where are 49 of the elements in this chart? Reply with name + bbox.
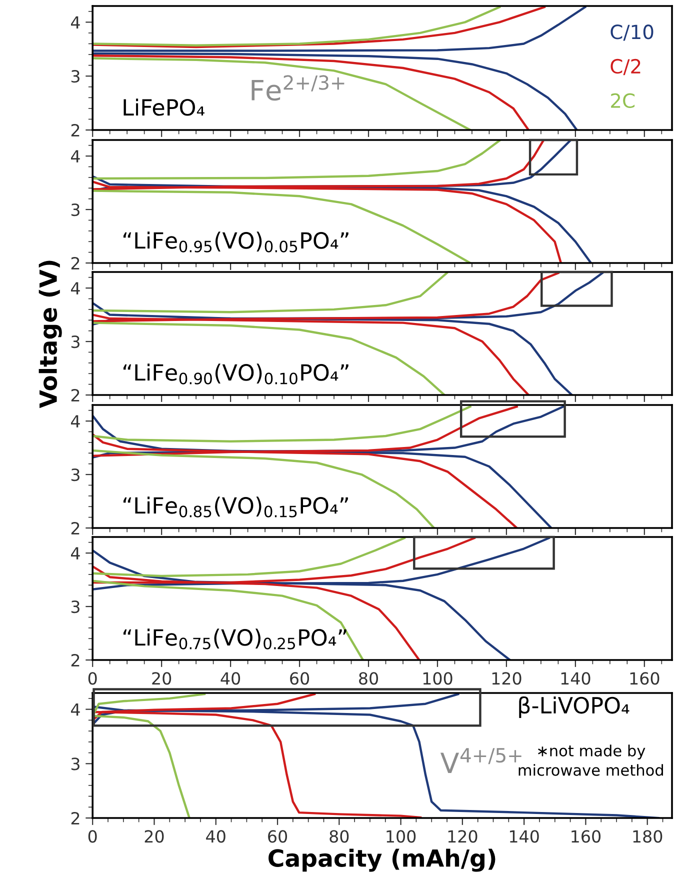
y-tick-label: 2 bbox=[71, 256, 80, 270]
x-tick-label: 60 bbox=[268, 830, 288, 843]
x-tick-label: 180 bbox=[633, 830, 662, 843]
x-tick-label: 120 bbox=[448, 830, 478, 843]
x-tick-label: 100 bbox=[423, 672, 452, 685]
y-tick-label: 4 bbox=[71, 282, 80, 294]
x-tick-label: 20 bbox=[144, 830, 164, 843]
x-tick-label: 0 bbox=[88, 672, 97, 685]
y-tick-label: 2 bbox=[71, 124, 80, 136]
y-axis-title: Voltage (V) bbox=[38, 260, 62, 408]
x-tick-label: 40 bbox=[206, 830, 226, 843]
x-tick-label: 120 bbox=[492, 672, 522, 685]
y-tick-label: 2 bbox=[71, 388, 80, 402]
y-tick-label: 4 bbox=[71, 703, 80, 716]
x-tick-label: 80 bbox=[330, 830, 349, 843]
text: 2C bbox=[611, 93, 635, 108]
x-tick-label: 20 bbox=[152, 672, 172, 685]
x-tick-label: 160 bbox=[630, 672, 660, 685]
y-tick-label: 2 bbox=[71, 812, 80, 824]
text: “LiFe$_{0.75}$(VO)$_{0.25}$PO₄” bbox=[123, 628, 346, 650]
text: C/2 bbox=[610, 58, 640, 76]
y-tick-label: 4 bbox=[71, 16, 80, 29]
y-tick-label: 2 bbox=[71, 522, 80, 534]
x-tick-label: 60 bbox=[290, 672, 310, 685]
x-axis-title: Capacity (mAh/g) bbox=[268, 848, 496, 872]
x-tick-label: 40 bbox=[220, 672, 240, 685]
chart-title: β-LiVOPO₄ bbox=[519, 696, 630, 718]
x-tick-label: 140 bbox=[561, 672, 590, 685]
text: “LiFe$_{0.90}$(VO)$_{0.10}$PO₄” bbox=[123, 364, 348, 384]
text: LiFePO₄ bbox=[124, 98, 204, 116]
x-tick-label: 140 bbox=[510, 830, 539, 843]
y-tick-label: 3 bbox=[71, 600, 80, 614]
text: “LiFe$_{0.95}$(VO)$_{0.05}$PO₄” bbox=[123, 232, 348, 252]
x-tick-label: 160 bbox=[572, 830, 601, 843]
x-tick-label: 80 bbox=[359, 672, 378, 685]
y-tick-label: 3 bbox=[71, 203, 80, 216]
y-tick-label: 3 bbox=[71, 335, 80, 348]
annotation: Fe$^{2+/3+}$ bbox=[252, 75, 344, 101]
y-tick-label: 3 bbox=[71, 70, 80, 83]
y-tick-label: 3 bbox=[71, 468, 80, 482]
y-tick-label: 3 bbox=[71, 758, 80, 770]
x-tick-label: 100 bbox=[386, 830, 416, 843]
y-tick-label: 4 bbox=[71, 415, 80, 428]
x-tick-label: 0 bbox=[88, 830, 97, 843]
text: “LiFe$_{0.85}$(VO)$_{0.15}$PO₄” bbox=[123, 496, 348, 518]
y-tick-label: 4 bbox=[71, 547, 80, 560]
y-tick-label: 4 bbox=[71, 150, 80, 162]
series-label: C/10 bbox=[610, 24, 654, 41]
y-tick-label: 2 bbox=[71, 654, 80, 666]
